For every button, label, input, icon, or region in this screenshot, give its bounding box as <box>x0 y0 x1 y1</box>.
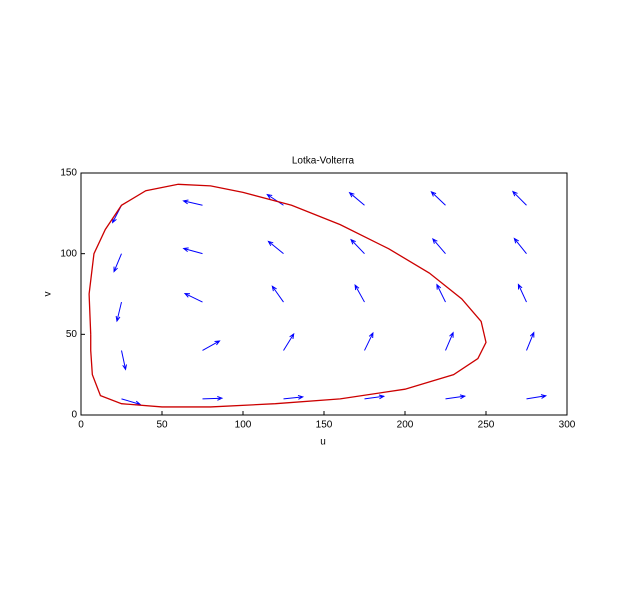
arrow <box>511 190 527 206</box>
x-tick-label: 0 <box>78 420 84 431</box>
arrow <box>445 394 467 400</box>
x-tick-label: 50 <box>156 420 168 431</box>
plot-area <box>80 172 568 416</box>
y-tick-label: 100 <box>60 248 77 259</box>
arrow <box>202 395 224 401</box>
arrow <box>432 238 446 254</box>
arrow <box>526 331 535 351</box>
x-tick-label: 100 <box>235 420 252 431</box>
arrow <box>183 292 203 303</box>
x-axis-label: u <box>320 437 326 448</box>
arrow <box>202 340 221 351</box>
arrow <box>517 283 527 303</box>
y-axis-label: v <box>43 292 54 297</box>
orbit-line <box>88 183 487 408</box>
x-tick-label: 200 <box>397 420 414 431</box>
arrow <box>350 238 365 255</box>
x-tick-label: 150 <box>316 420 333 431</box>
arrow <box>266 193 284 206</box>
arrow <box>182 247 203 255</box>
arrow <box>364 394 386 400</box>
arrow <box>121 350 127 371</box>
arrow <box>526 394 548 400</box>
arrow <box>113 253 122 273</box>
arrow <box>430 190 446 206</box>
arrow <box>513 237 527 254</box>
arrow <box>182 199 203 206</box>
arrow <box>283 394 305 400</box>
arrow <box>267 240 284 255</box>
arrow <box>348 191 365 206</box>
arrow <box>364 331 374 351</box>
chart-title: Lotka-Volterra <box>292 156 355 167</box>
arrow <box>115 301 122 323</box>
arrow <box>445 331 454 351</box>
arrow <box>354 284 365 303</box>
x-tick-label: 250 <box>478 420 495 431</box>
arrow <box>283 332 295 351</box>
y-tick-label: 50 <box>66 329 78 340</box>
y-tick-label: 0 <box>71 410 77 421</box>
arrow <box>271 285 284 303</box>
arrow <box>436 283 446 303</box>
x-tick-label: 300 <box>559 420 576 431</box>
y-tick-label: 150 <box>60 168 77 179</box>
